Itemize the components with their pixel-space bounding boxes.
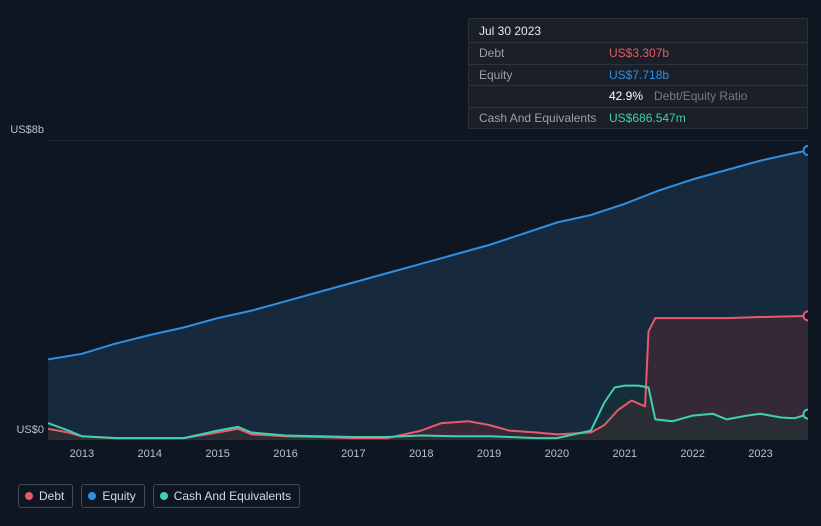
tooltip-row-value: 42.9% (609, 89, 643, 103)
legend-item-debt[interactable]: Debt (18, 484, 73, 508)
tooltip-row: Debt US$3.307b (469, 42, 807, 63)
tooltip-row: Equity US$7.718b (469, 64, 807, 85)
x-tick: 2020 (545, 448, 569, 460)
x-tick: 2018 (409, 448, 433, 460)
tooltip-row-value: US$3.307b (609, 46, 669, 60)
legend-item-equity[interactable]: Equity (81, 484, 144, 508)
tooltip-row-label: Debt (479, 46, 601, 60)
tooltip-row-value: US$7.718b (609, 68, 669, 82)
x-tick: 2015 (205, 448, 229, 460)
x-tick: 2017 (341, 448, 365, 460)
legend-label: Debt (39, 489, 64, 503)
legend-label: Cash And Equivalents (174, 489, 291, 503)
y-tick-max: US$8b (0, 124, 44, 136)
tooltip-row-label: Cash And Equivalents (479, 111, 601, 125)
legend-swatch-icon (160, 492, 168, 500)
x-axis: 2013 2014 2015 2016 2017 2018 2019 2020 2021 2022… (0, 448, 821, 466)
tooltip-row: 42.9% Debt/Equity Ratio (469, 85, 807, 106)
end-marker-debt (804, 311, 809, 320)
legend-swatch-icon (88, 492, 96, 500)
y-tick-zero: US$0 (0, 424, 44, 436)
end-marker-cash (804, 410, 809, 419)
legend: Debt Equity Cash And Equivalents (18, 484, 300, 508)
x-tick: 2013 (70, 448, 94, 460)
tooltip-title: Jul 30 2023 (469, 19, 807, 42)
legend-item-cash[interactable]: Cash And Equivalents (153, 484, 300, 508)
legend-label: Equity (102, 489, 135, 503)
legend-swatch-icon (25, 492, 33, 500)
chart-plot[interactable] (48, 140, 808, 440)
tooltip-row: Cash And Equivalents US$686.547m (469, 107, 807, 128)
x-tick: 2021 (613, 448, 637, 460)
x-tick: 2014 (138, 448, 162, 460)
x-tick: 2016 (273, 448, 297, 460)
tooltip-row-unit: Debt/Equity Ratio (654, 89, 747, 103)
x-tick: 2023 (748, 448, 772, 460)
x-tick: 2019 (477, 448, 501, 460)
tooltip-row-label: Equity (479, 68, 601, 82)
tooltip-row-value: US$686.547m (609, 111, 686, 125)
tooltip: Jul 30 2023 Debt US$3.307b Equity US$7.718b… (468, 18, 808, 129)
x-tick: 2022 (680, 448, 704, 460)
end-marker-equity (804, 146, 809, 155)
